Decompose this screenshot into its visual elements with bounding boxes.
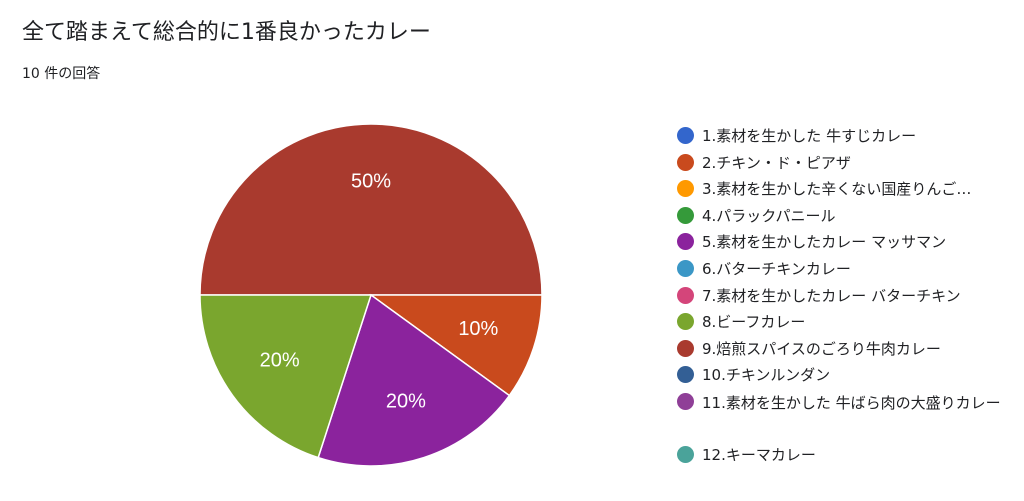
legend-swatch-icon xyxy=(677,286,694,304)
legend-item-2[interactable]: 2.チキン・ド・ピアザ xyxy=(677,152,1017,179)
slice-label-5: 20% xyxy=(386,391,426,413)
legend-label: 2.チキン・ド・ピアザ xyxy=(702,153,851,172)
legend-swatch-icon xyxy=(677,153,694,171)
legend-swatch-icon xyxy=(677,233,694,251)
pie-slice-8[interactable] xyxy=(199,294,373,459)
legend-label: 12.キーマカレー xyxy=(702,445,816,464)
legend-swatch-icon xyxy=(677,366,694,384)
legend-swatch-icon xyxy=(677,392,694,410)
legend-swatch-icon xyxy=(677,445,694,463)
legend-label: 4.パラックパニール xyxy=(702,206,836,225)
legend-label: 10.チキンルンダン xyxy=(702,366,831,385)
legend-swatch-icon xyxy=(677,313,694,331)
legend-item-3[interactable]: 3.素材を生かした辛くない国産りんご… xyxy=(677,178,1017,205)
legend-label: 5.素材を生かしたカレー マッサマン xyxy=(702,233,947,252)
legend-label: 6.バターチキンカレー xyxy=(702,259,851,278)
legend-label: 9.焙煎スパイスのごろり牛肉カレー xyxy=(702,339,941,358)
legend-swatch-icon xyxy=(677,180,694,198)
pie-slice-5[interactable] xyxy=(317,293,511,467)
chart-title: 全て踏まえて総合的に1番良かったカレー xyxy=(22,20,431,45)
legend-item-5[interactable]: 5.素材を生かしたカレー マッサマン xyxy=(677,231,1017,258)
legend-swatch-icon xyxy=(677,127,694,144)
legend-label: 11.素材を生かした 牛ばら肉の大盛りカレー xyxy=(702,393,1001,412)
legend-swatch-icon xyxy=(677,339,694,357)
response-count: 10 件の回答 xyxy=(22,66,101,82)
legend-item-12[interactable]: 12.キーマカレー xyxy=(677,444,1017,471)
legend-item-11[interactable]: 11.素材を生かした 牛ばら肉の大盛りカレー xyxy=(677,391,1017,444)
legend-label: 3.素材を生かした辛くない国産りんご… xyxy=(702,180,972,199)
legend-item-9[interactable]: 9.焙煎スパイスのごろり牛肉カレー xyxy=(677,338,1017,365)
legend-item-4[interactable]: 4.パラックパニール xyxy=(677,205,1017,232)
slice-label-2: 10% xyxy=(458,318,498,340)
slice-label-8: 20% xyxy=(260,350,300,372)
pie-slice-2[interactable] xyxy=(368,294,543,397)
legend-item-7[interactable]: 7.素材を生かしたカレー バターチキン xyxy=(677,285,1017,312)
legend-swatch-icon xyxy=(677,206,694,224)
legend-item-8[interactable]: 8.ビーフカレー xyxy=(677,311,1017,338)
legend-label: 8.ビーフカレー xyxy=(702,313,806,332)
legend-item-10[interactable]: 10.チキンルンダン xyxy=(677,364,1017,391)
legend-swatch-icon xyxy=(677,259,694,277)
pie-slice-9[interactable] xyxy=(199,123,543,296)
legend-item-1[interactable]: 1.素材を生かした 牛すじカレー xyxy=(677,125,1017,152)
chart-legend: 1.素材を生かした 牛すじカレー 2.チキン・ド・ピアザ 3.素材を生かした辛くない… xyxy=(677,125,1017,471)
legend-item-6[interactable]: 6.バターチキンカレー xyxy=(677,258,1017,285)
legend-label: 1.素材を生かした 牛すじカレー xyxy=(702,127,917,145)
legend-label: 7.素材を生かしたカレー バターチキン xyxy=(702,286,961,305)
slice-label-9: 50% xyxy=(351,170,391,192)
